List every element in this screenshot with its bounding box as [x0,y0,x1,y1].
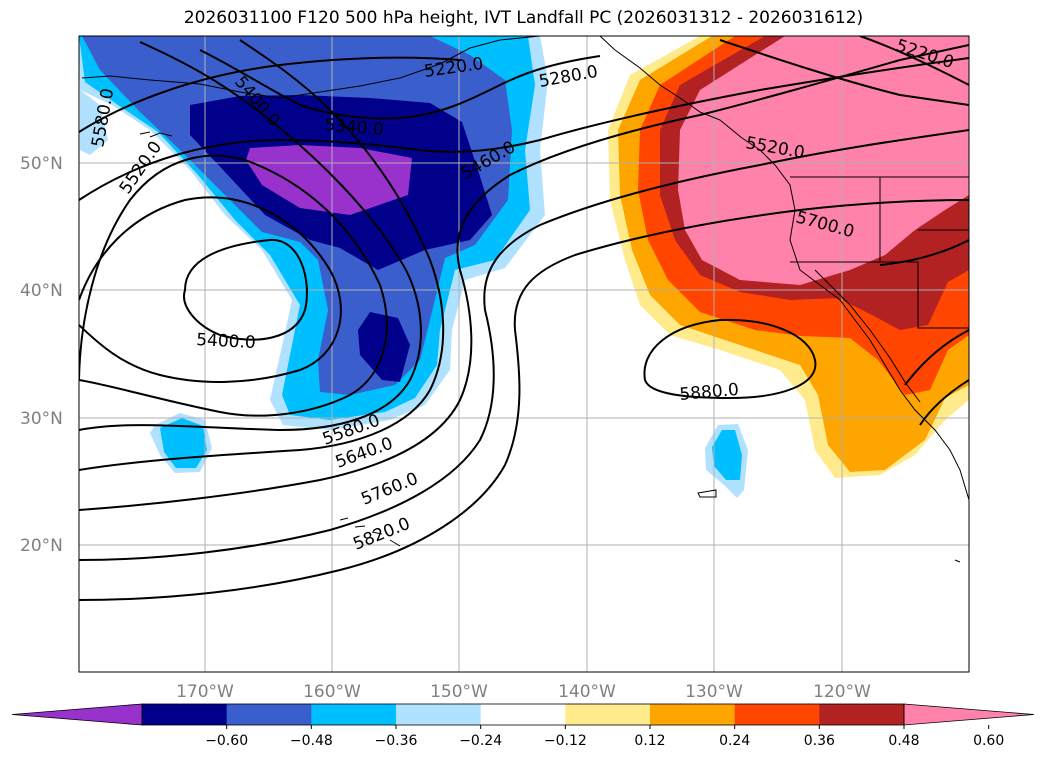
lon-label-160w: 160°W [303,682,361,702]
alaska-coast [81,36,541,99]
lat-label-20: 20°N [20,536,63,556]
colorbar-extend-high [903,703,1035,726]
map-title: 2026031100 F120 500 hPa height, IVT Land… [183,8,864,28]
small-island [697,489,717,498]
colorbar-segment [480,704,566,725]
state-borders [790,176,969,329]
anomaly-hawaii-east [712,430,742,480]
colorbar-segment [142,704,228,725]
lon-label-120w: 120°W [813,682,871,702]
contour-5700 [79,44,969,511]
contour-5520-west [79,154,388,417]
colorbar-tick-label: −0.24 [459,733,502,749]
north-america-coast [599,36,969,501]
contour-5340-arc [79,56,461,133]
contour-5220-east [859,36,969,86]
contour-5760-east [904,329,969,386]
colorbar-tick-label: −0.12 [544,733,587,749]
hawaii-islands [339,517,401,547]
contour-5880-closed [643,318,817,400]
contour-5520-east [719,39,969,106]
lat-label-40: 40°N [20,281,63,301]
contour-5460-arc [79,57,969,201]
map-panel: 5220.0 5280.0 5340.0 5400.0 5460.0 5520.… [79,36,969,672]
coastlines [81,36,969,563]
colorbar-segment [650,704,736,725]
colorbar-tick-label: 0.36 [804,733,835,749]
colorbar-frame [141,703,905,726]
anomaly-pink [678,36,969,285]
lon-label-130w: 130°W [685,682,743,702]
lat-label-50: 50°N [20,154,63,174]
lon-label-170w: 170°W [176,682,234,702]
graticule [79,36,969,672]
positive-anomaly-fill [608,36,969,478]
colorbar-segment [819,704,905,725]
colorbar: −0.60 −0.48 −0.36 −0.24 −0.12 0.12 0.24 0.36 0.4… [11,703,1035,749]
colorbar-segment [311,704,397,725]
lon-label-140w: 140°W [558,682,616,702]
contour-5400-arc [199,49,601,120]
height-contours [79,36,969,601]
contour-5400-closed [183,238,308,341]
colorbar-extend-low [11,703,143,726]
colorbar-segment [396,704,482,725]
mexico-coast [954,559,961,563]
contour-5820 [79,199,969,601]
anomaly-islet [160,418,207,468]
lon-label-150w: 150°W [430,682,488,702]
contour-5760 [79,129,969,561]
latitude-labels: 50°N 40°N 30°N 20°N [20,154,63,556]
map-frame [78,35,970,673]
colorbar-tick-label: 0.60 [973,733,1004,749]
colorbar-tick-label: 0.24 [719,733,750,749]
lat-label-30: 30°N [20,409,63,429]
colorbar-tick-label: −0.36 [375,733,418,749]
longitude-labels: 170°W 160°W 150°W 140°W 130°W 120°W [176,682,871,702]
colorbar-segment [734,704,820,725]
contour-5700-east [879,239,969,266]
colorbar-tick-label: −0.48 [290,733,333,749]
contour-5460-west [79,196,342,383]
colorbar-tick-label: 0.12 [634,733,665,749]
contour-label: 5400.0 [196,330,256,353]
colorbar-tick-label: −0.60 [205,733,248,749]
contour-5820-east [919,379,969,426]
contour-5580 [79,41,422,432]
contour-5640 [79,39,445,471]
colorbar-segment [226,704,312,725]
colorbar-segment [565,704,651,725]
colorbar-tick-label: 0.48 [888,733,919,749]
aleutians [139,131,173,138]
baja-california [814,269,921,403]
